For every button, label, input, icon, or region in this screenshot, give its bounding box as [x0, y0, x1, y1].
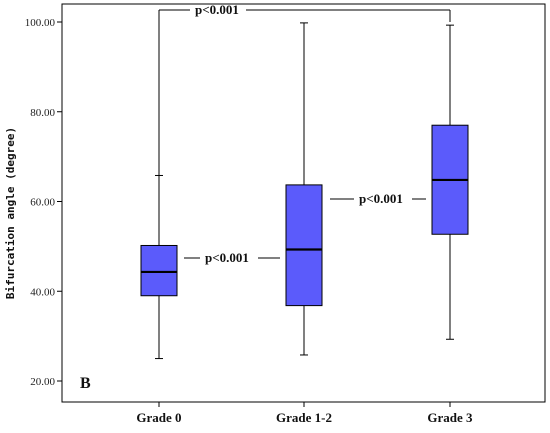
x-tick-label: Grade 1-2 [276, 410, 332, 425]
y-axis: 20.00 40.00 60.00 80.00 100.00 [25, 17, 62, 388]
significance-annotations: p<0.001 p<0.001 p<0.001 [158, 2, 451, 265]
y-axis-label: Bifurcation angle (degree) [4, 127, 17, 299]
iqr-box [140, 244, 178, 297]
x-axis: Grade 0 Grade 1-2 Grade 3 [136, 402, 473, 425]
box-3 [431, 24, 469, 340]
y-tick-label: 100.00 [25, 17, 56, 29]
box-1 [140, 174, 178, 360]
y-tick-label: 20.00 [30, 376, 55, 388]
box-series [140, 22, 469, 360]
y-tick-label: 40.00 [30, 286, 55, 298]
iqr-box [285, 184, 323, 307]
annotation-label: p<0.001 [359, 191, 403, 206]
box-2 [285, 22, 323, 356]
x-tick-label: Grade 3 [427, 410, 473, 425]
y-tick-label: 60.00 [30, 197, 55, 209]
panel-label: B [80, 375, 91, 392]
annotation-label: p<0.001 [205, 250, 249, 265]
y-tick-label: 80.00 [30, 107, 55, 119]
x-tick-label: Grade 0 [136, 410, 181, 425]
annotation-label: p<0.001 [195, 2, 239, 17]
